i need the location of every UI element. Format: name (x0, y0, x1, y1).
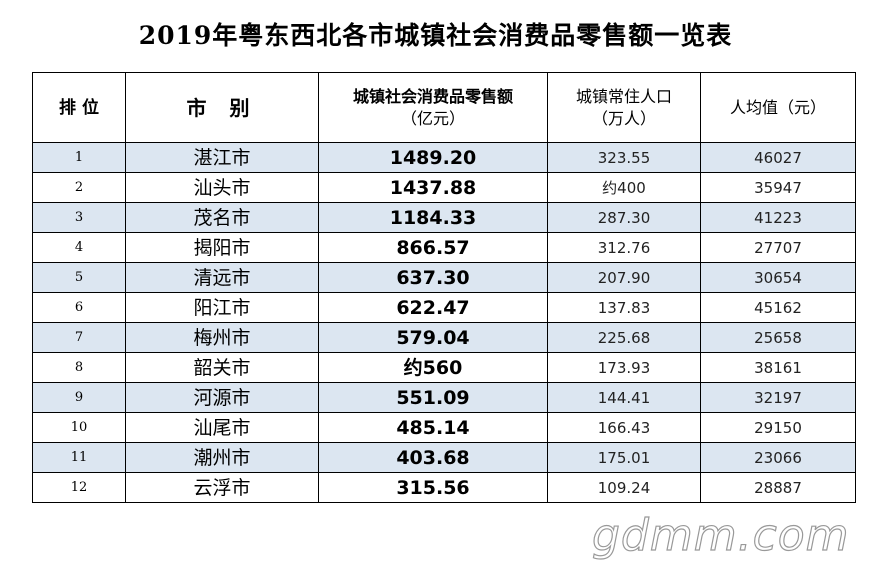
cell-rank: 6 (32, 292, 126, 323)
cell-per: 29150 (700, 412, 856, 443)
cell-sales: 1437.88 (318, 172, 548, 203)
cell-city: 汕头市 (125, 172, 319, 203)
cell-rank: 12 (32, 472, 126, 503)
cell-sales: 622.47 (318, 292, 548, 323)
cell-per: 38161 (700, 352, 856, 383)
cell-pop: 144.41 (547, 382, 701, 413)
table-row: 12 云浮市 315.56 109.24 28887 (32, 472, 856, 503)
watermark: gdmm.com (591, 510, 850, 561)
cell-rank: 9 (32, 382, 126, 413)
cell-pop: 287.30 (547, 202, 701, 233)
cell-rank: 4 (32, 232, 126, 263)
cell-rank: 3 (32, 202, 126, 233)
table-row: 2 汕头市 1437.88 约400 35947 (32, 172, 856, 203)
table-row: 1 湛江市 1489.20 323.55 46027 (32, 142, 856, 173)
data-table: 排 位 市 别 城镇社会消费品零售额 （亿元） 城镇常住人口 （万人） 人均值（元）… (32, 72, 856, 503)
table-row: 10 汕尾市 485.14 166.43 29150 (32, 412, 856, 443)
cell-rank: 11 (32, 442, 126, 473)
cell-rank: 5 (32, 262, 126, 293)
table-row: 3 茂名市 1184.33 287.30 41223 (32, 202, 856, 233)
cell-pop: 175.01 (547, 442, 701, 473)
cell-city: 清远市 (125, 262, 319, 293)
cell-pop: 225.68 (547, 322, 701, 353)
cell-city: 梅州市 (125, 322, 319, 353)
header-row: 排 位 市 别 城镇社会消费品零售额 （亿元） 城镇常住人口 （万人） 人均值（元） (32, 72, 856, 143)
header-pop-title: 城镇常住人口 (575, 86, 672, 106)
cell-sales: 约560 (318, 352, 548, 383)
header-population: 城镇常住人口 （万人） (547, 72, 701, 143)
table-row: 9 河源市 551.09 144.41 32197 (32, 382, 856, 413)
cell-city: 阳江市 (125, 292, 319, 323)
cell-per: 27707 (700, 232, 856, 263)
cell-pop: 约400 (547, 172, 701, 203)
cell-city: 潮州市 (125, 442, 319, 473)
cell-pop: 137.83 (547, 292, 701, 323)
header-sales-unit: （亿元） (400, 108, 465, 128)
cell-per: 28887 (700, 472, 856, 503)
table-row: 5 清远市 637.30 207.90 30654 (32, 262, 856, 293)
cell-pop: 166.43 (547, 412, 701, 443)
cell-pop: 312.76 (547, 232, 701, 263)
page-title: 2019年粤东西北各市城镇社会消费品零售额一览表 (138, 21, 733, 50)
header-city: 市 别 (125, 72, 319, 143)
cell-per: 30654 (700, 262, 856, 293)
cell-per: 32197 (700, 382, 856, 413)
table-row: 4 揭阳市 866.57 312.76 27707 (32, 232, 856, 263)
cell-city: 云浮市 (125, 472, 319, 503)
cell-sales: 485.14 (318, 412, 548, 443)
table-row: 11 潮州市 403.68 175.01 23066 (32, 442, 856, 473)
cell-per: 41223 (700, 202, 856, 233)
cell-sales: 1489.20 (318, 142, 548, 173)
table-row: 8 韶关市 约560 173.93 38161 (32, 352, 856, 383)
cell-per: 25658 (700, 322, 856, 353)
cell-city: 茂名市 (125, 202, 319, 233)
table-row: 6 阳江市 622.47 137.83 45162 (32, 292, 856, 323)
cell-rank: 1 (32, 142, 126, 173)
cell-pop: 323.55 (547, 142, 701, 173)
cell-sales: 866.57 (318, 232, 548, 263)
cell-pop: 109.24 (547, 472, 701, 503)
cell-sales: 637.30 (318, 262, 548, 293)
cell-per: 23066 (700, 442, 856, 473)
cell-city: 韶关市 (125, 352, 319, 383)
cell-per: 45162 (700, 292, 856, 323)
cell-sales: 1184.33 (318, 202, 548, 233)
table-row: 7 梅州市 579.04 225.68 25658 (32, 322, 856, 353)
cell-pop: 173.93 (547, 352, 701, 383)
cell-sales: 315.56 (318, 472, 548, 503)
cell-rank: 8 (32, 352, 126, 383)
cell-pop: 207.90 (547, 262, 701, 293)
cell-sales: 579.04 (318, 322, 548, 353)
cell-rank: 2 (32, 172, 126, 203)
header-rank: 排 位 (32, 72, 126, 143)
cell-per: 35947 (700, 172, 856, 203)
cell-rank: 7 (32, 322, 126, 353)
cell-city: 湛江市 (125, 142, 319, 173)
header-sales: 城镇社会消费品零售额 （亿元） (318, 72, 548, 143)
cell-rank: 10 (32, 412, 126, 443)
header-sales-title: 城镇社会消费品零售额 (352, 86, 513, 106)
cell-sales: 403.68 (318, 442, 548, 473)
cell-per: 46027 (700, 142, 856, 173)
cell-city: 汕尾市 (125, 412, 319, 443)
cell-sales: 551.09 (318, 382, 548, 413)
header-per-capita: 人均值（元） (700, 72, 856, 143)
cell-city: 揭阳市 (125, 232, 319, 263)
header-pop-unit: （万人） (591, 108, 656, 128)
cell-city: 河源市 (125, 382, 319, 413)
